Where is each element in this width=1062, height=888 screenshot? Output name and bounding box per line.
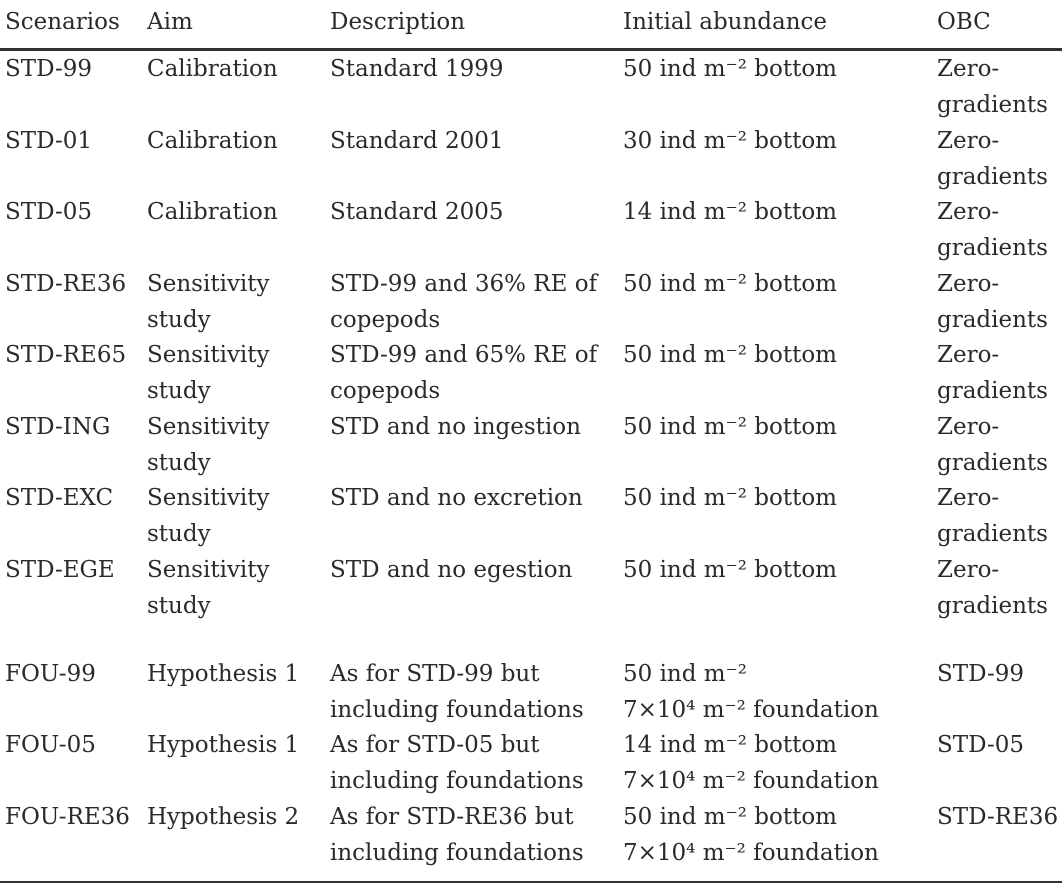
table-cell: including foundations: [330, 840, 584, 866]
table-cell: FOU-RE36: [5, 804, 130, 830]
table-cell: gradients: [937, 307, 1048, 333]
table-cell: Zero-: [937, 199, 1000, 225]
table-cell: Calibration: [147, 56, 278, 82]
table-cell: Standard 1999: [330, 56, 504, 82]
table-cell: Hypothesis 2: [147, 804, 300, 830]
table-cell: 50 ind m⁻²: [623, 661, 747, 687]
table-cell: As for STD-99 but: [330, 661, 540, 687]
table-cell: including foundations: [330, 697, 584, 723]
table-cell: study: [147, 307, 211, 333]
table-cell: As for STD-RE36 but: [330, 804, 574, 830]
table-cell: 50 ind m⁻² bottom: [623, 485, 837, 511]
table-cell: gradients: [937, 521, 1048, 547]
table-cell: including foundations: [330, 768, 584, 794]
table-cell: Calibration: [147, 128, 278, 154]
table-cell: 50 ind m⁻² bottom: [623, 271, 837, 297]
table-cell: 7×10⁴ m⁻² foundation: [623, 768, 879, 794]
header-cell: Aim: [147, 9, 193, 35]
table-cell: copepods: [330, 307, 441, 333]
table-cell: 14 ind m⁻² bottom: [623, 732, 837, 758]
table-cell: 50 ind m⁻² bottom: [623, 56, 837, 82]
table-cell: study: [147, 593, 211, 619]
table-cell: Sensitivity: [147, 557, 270, 583]
header-cell: OBC: [937, 9, 991, 35]
table-cell: Standard 2001: [330, 128, 504, 154]
table-cell: 30 ind m⁻² bottom: [623, 128, 837, 154]
table-cell: Sensitivity: [147, 342, 270, 368]
table-cell: 14 ind m⁻² bottom: [623, 199, 837, 225]
table-cell: Hypothesis 1: [147, 732, 300, 758]
table-cell: Calibration: [147, 199, 278, 225]
header-cell: Initial abundance: [623, 9, 828, 35]
table-cell: STD-99: [5, 56, 93, 82]
table-cell: 50 ind m⁻² bottom: [623, 804, 837, 830]
table-cell: study: [147, 521, 211, 547]
table-cell: gradients: [937, 92, 1048, 118]
table-cell: STD-99 and 36% RE of: [330, 271, 598, 297]
table-cell: STD-01: [5, 128, 93, 154]
table-cell: Zero-: [937, 485, 1000, 511]
table-cell: 50 ind m⁻² bottom: [623, 342, 837, 368]
table-cell: STD-99 and 65% RE of: [330, 342, 598, 368]
table-cell: Sensitivity: [147, 414, 270, 440]
table-cell: 50 ind m⁻² bottom: [623, 557, 837, 583]
table-cell: STD and no egestion: [330, 557, 573, 583]
table-cell: STD-ING: [5, 414, 111, 440]
header-cell: Description: [330, 9, 466, 35]
table-cell: gradients: [937, 593, 1048, 619]
table-cell: gradients: [937, 164, 1048, 190]
header-rule: [0, 48, 1062, 51]
table-cell: Zero-: [937, 56, 1000, 82]
table-cell: Zero-: [937, 271, 1000, 297]
table-cell: copepods: [330, 378, 441, 404]
table-cell: STD-05: [5, 199, 93, 225]
table-cell: Zero-: [937, 414, 1000, 440]
table-cell: gradients: [937, 378, 1048, 404]
table-cell: study: [147, 450, 211, 476]
table-cell: Sensitivity: [147, 485, 270, 511]
table-cell: STD-RE36: [5, 271, 127, 297]
table-cell: 50 ind m⁻² bottom: [623, 414, 837, 440]
table-cell: 7×10⁴ m⁻² foundation: [623, 697, 879, 723]
table-cell: FOU-99: [5, 661, 96, 687]
table-cell: STD-EGE: [5, 557, 115, 583]
table-cell: Zero-: [937, 557, 1000, 583]
table-cell: STD-EXC: [5, 485, 114, 511]
header-cell: Scenarios: [5, 9, 120, 35]
bottom-rule: [0, 881, 1062, 883]
table-cell: STD and no excretion: [330, 485, 583, 511]
table-cell: gradients: [937, 235, 1048, 261]
table-cell: STD-05: [937, 732, 1025, 758]
table-cell: Standard 2005: [330, 199, 504, 225]
table-cell: Zero-: [937, 342, 1000, 368]
table-cell: Hypothesis 1: [147, 661, 300, 687]
table-cell: study: [147, 378, 211, 404]
table-cell: gradients: [937, 450, 1048, 476]
table-cell: 7×10⁴ m⁻² foundation: [623, 840, 879, 866]
table-cell: As for STD-05 but: [330, 732, 540, 758]
table-cell: Sensitivity: [147, 271, 270, 297]
table-cell: STD-RE65: [5, 342, 127, 368]
table-cell: Zero-: [937, 128, 1000, 154]
table-cell: FOU-05: [5, 732, 96, 758]
table-cell: STD and no ingestion: [330, 414, 581, 440]
table-cell: STD-99: [937, 661, 1025, 687]
table-cell: STD-RE36: [937, 804, 1059, 830]
